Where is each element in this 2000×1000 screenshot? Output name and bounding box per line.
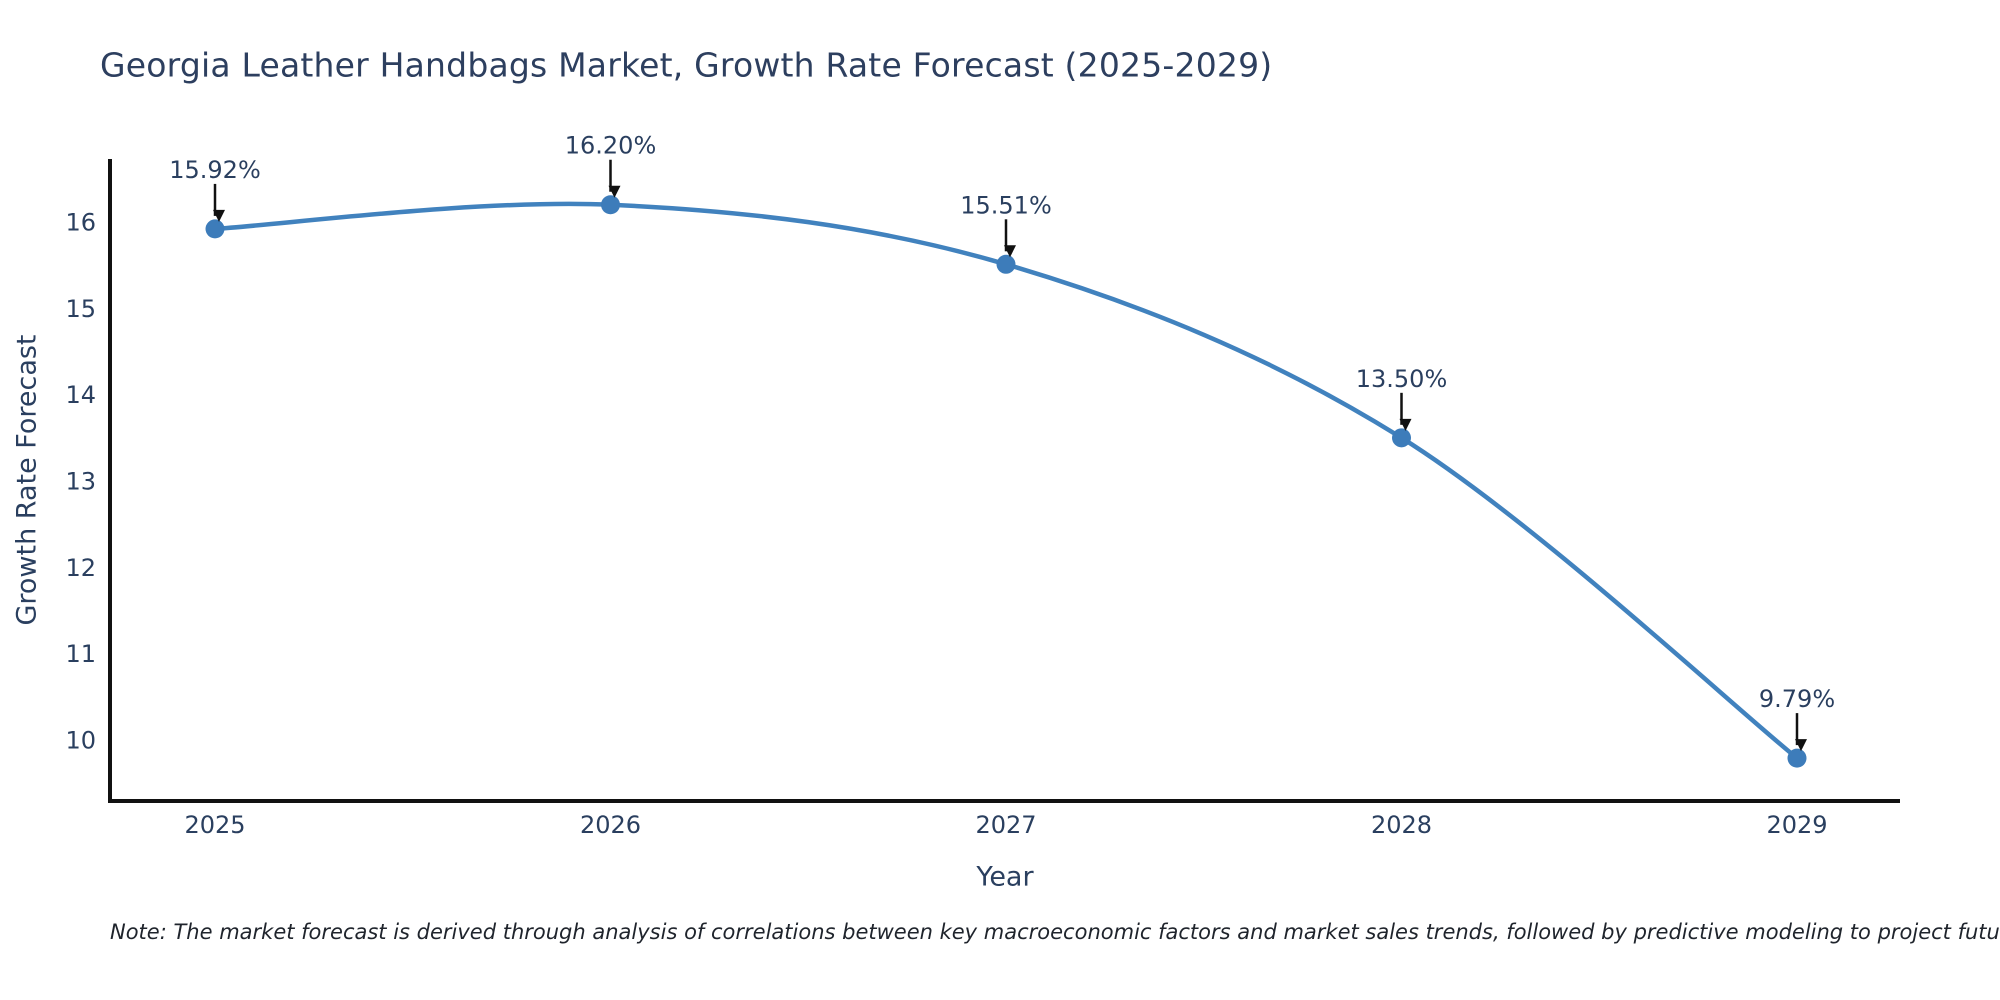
y-tick-label: 14 <box>65 381 96 409</box>
x-axis-title: Year <box>976 861 1034 893</box>
x-tick-label: 2028 <box>1371 811 1432 839</box>
x-tick-label: 2029 <box>1766 811 1827 839</box>
trend-line <box>212 201 1800 761</box>
x-tick-label: 2026 <box>580 811 641 839</box>
y-tick-label: 15 <box>65 295 96 323</box>
point-value-label: 16.20% <box>565 132 657 160</box>
point-value-label: 15.51% <box>960 191 1052 219</box>
x-tick-label: 2027 <box>975 811 1036 839</box>
y-tick-label: 10 <box>65 726 96 754</box>
data-point <box>205 219 225 239</box>
x-tick-label: 2025 <box>184 811 245 839</box>
footnote: Note: The market forecast is derived thr… <box>110 920 2000 944</box>
point-value-label: 13.50% <box>1356 365 1448 393</box>
data-point <box>1787 748 1807 768</box>
data-point <box>996 254 1016 274</box>
point-value-label: 15.92% <box>169 156 261 184</box>
data-point <box>601 195 620 215</box>
y-tick-label: 11 <box>65 640 96 668</box>
y-tick-label: 16 <box>65 209 96 237</box>
data-point <box>1392 428 1411 448</box>
y-tick-label: 12 <box>65 554 96 582</box>
y-tick-label: 13 <box>65 467 96 495</box>
point-value-label: 9.79% <box>1759 685 1835 713</box>
chart-title: Georgia Leather Handbags Market, Growth … <box>100 45 1273 85</box>
